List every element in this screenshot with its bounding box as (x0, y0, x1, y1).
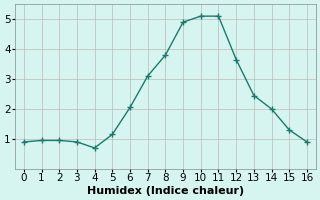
X-axis label: Humidex (Indice chaleur): Humidex (Indice chaleur) (87, 186, 244, 196)
